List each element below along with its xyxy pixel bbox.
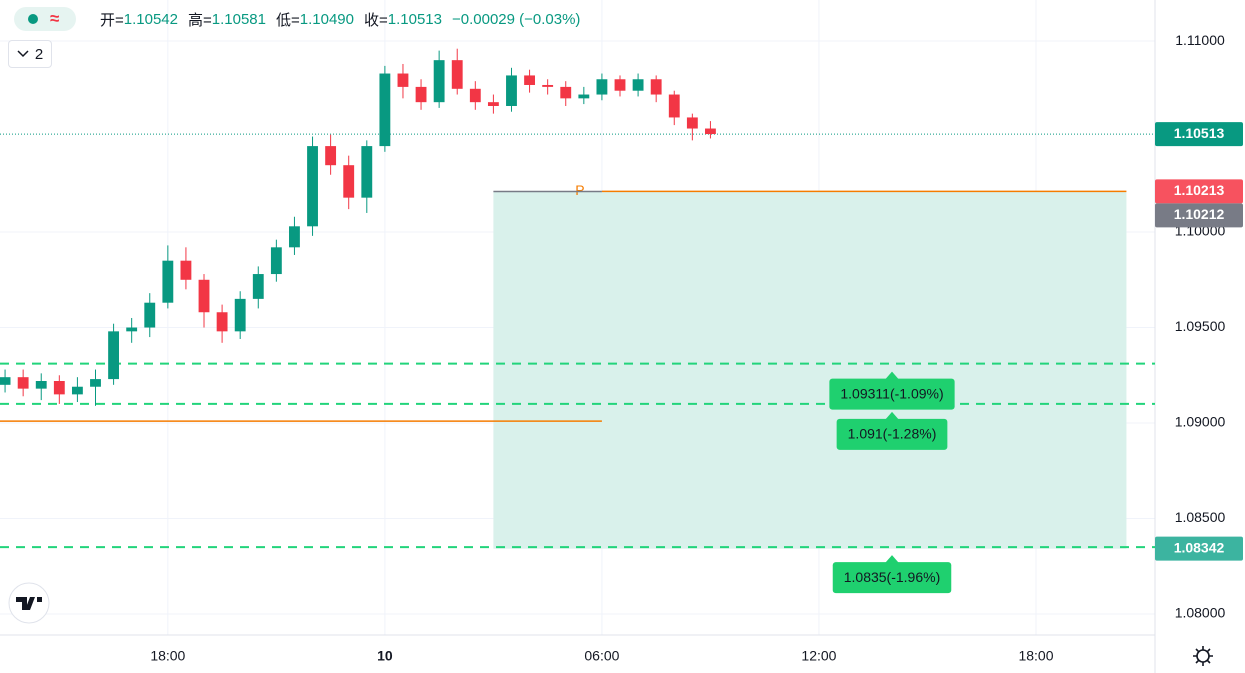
- price-tag-label: 1.10513: [1174, 125, 1225, 141]
- indicators-toggle[interactable]: 2: [8, 40, 52, 68]
- candle-body: [108, 331, 120, 380]
- candle-body: [71, 386, 83, 395]
- candle-body: [90, 379, 101, 387]
- line-label: P: [575, 182, 584, 198]
- high-label: 高=: [188, 11, 212, 29]
- candle-body: [650, 79, 662, 95]
- candle-body: [542, 84, 554, 87]
- candle-body: [578, 94, 590, 99]
- candle-body: [53, 381, 65, 395]
- candle-body: [198, 279, 210, 313]
- close-value: 1.10513: [387, 10, 442, 28]
- candle-body: [126, 327, 138, 332]
- candle-body: [705, 128, 716, 135]
- level-label-arrow: [885, 555, 899, 564]
- wave-icon: ≈: [50, 9, 60, 28]
- status-dot: [28, 14, 38, 24]
- candle-body: [686, 117, 698, 129]
- tv-logo: [8, 582, 50, 624]
- candle-body: [252, 274, 264, 299]
- candle-body: [325, 146, 337, 166]
- candle-body: [180, 260, 192, 280]
- x-tick-label: 18:00: [1018, 648, 1053, 664]
- close-label: 收=: [364, 11, 388, 29]
- projection-zone: [493, 191, 1127, 549]
- level-label-arrow: [885, 371, 899, 380]
- price-tag: [1155, 203, 1243, 228]
- candle-body: [307, 146, 318, 227]
- candle-body: [668, 94, 680, 118]
- candle-body: [632, 79, 644, 91]
- candle-body: [469, 88, 481, 103]
- candle-body: [451, 60, 463, 89]
- symbol-pill[interactable]: ≈: [14, 7, 76, 31]
- level-label-box: [832, 562, 952, 594]
- candle-body: [596, 79, 608, 95]
- candle-body: [289, 226, 300, 248]
- y-tick-label: 1.08000: [1175, 605, 1226, 621]
- candle-body: [162, 260, 174, 303]
- price-tag: [1155, 122, 1243, 147]
- candle-body: [234, 298, 246, 332]
- candle-body: [415, 86, 427, 103]
- x-tick-label: 12:00: [801, 648, 836, 664]
- level-label-box: [836, 418, 948, 450]
- legend-bar: ≈ 开= 1.10542 高= 1.10581 低= 1.10490 收= 1.1051…: [0, 6, 580, 32]
- open-label: 开=: [100, 11, 124, 29]
- open-value: 1.10542: [123, 10, 178, 28]
- chevron: [17, 50, 29, 58]
- level-label-arrow: [885, 411, 899, 420]
- price-tag-label: 1.10213: [1174, 182, 1225, 198]
- price-tag-label: 1.08342: [1174, 539, 1225, 555]
- level-label-text: 1.09311(-1.09%): [840, 385, 943, 401]
- candle-body: [0, 377, 11, 385]
- y-tick-label: 1.09000: [1175, 414, 1226, 430]
- candle-body: [397, 73, 409, 87]
- y-tick-label: 1.09500: [1175, 318, 1226, 334]
- candle-body: [560, 86, 572, 99]
- candle-body: [614, 79, 626, 91]
- level-label-text: 1.0835(-1.96%): [844, 569, 941, 585]
- candle-body: [144, 302, 156, 328]
- low-label: 低=: [276, 11, 300, 29]
- candle-body: [343, 165, 355, 198]
- price-tag: [1155, 179, 1243, 204]
- candle-body: [270, 247, 282, 275]
- candle-body: [487, 102, 499, 106]
- y-tick-label: 1.08500: [1175, 509, 1226, 525]
- settings-icon[interactable]: [1193, 646, 1213, 666]
- y-tick-label: 1.11000: [1175, 32, 1225, 48]
- level-label-text: 1.091(-1.28%): [848, 426, 937, 442]
- candle-body: [433, 60, 445, 103]
- candle-body: [379, 73, 391, 147]
- level-label: 1.09311(-1.09%): [829, 371, 955, 410]
- candle-body: [361, 146, 373, 198]
- level-label-box: [829, 378, 955, 410]
- candle-body: [524, 75, 535, 85]
- x-tick-label: 18:00: [150, 648, 185, 664]
- x-tick-label: 10: [377, 648, 393, 664]
- level-label: 1.0835(-1.96%): [832, 555, 952, 594]
- high-value: 1.10581: [211, 10, 266, 28]
- change-value: −0.00029 (−0.03%): [452, 10, 581, 28]
- low-value: 1.10490: [299, 10, 354, 28]
- price-tag-label: 1.10212: [1174, 206, 1225, 222]
- candle-body: [35, 381, 47, 389]
- indicator-count: 2: [34, 45, 44, 63]
- candle-body: [17, 377, 29, 389]
- candle-body: [216, 312, 228, 332]
- price-tag: [1155, 536, 1243, 561]
- candle-body: [506, 75, 517, 106]
- x-tick-label: 06:00: [584, 648, 619, 664]
- level-label: 1.091(-1.28%): [836, 411, 948, 450]
